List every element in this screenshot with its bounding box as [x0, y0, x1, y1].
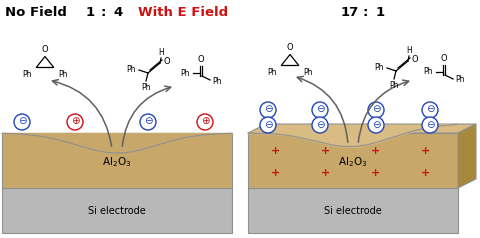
FancyBboxPatch shape [248, 133, 458, 188]
Text: ⊕: ⊕ [201, 116, 209, 127]
Text: ⊕: ⊕ [71, 116, 79, 127]
Text: 17: 17 [341, 6, 359, 19]
Circle shape [312, 102, 328, 118]
Text: O: O [42, 45, 48, 54]
Text: ⊖: ⊖ [264, 119, 272, 129]
Text: ⊖: ⊖ [144, 116, 152, 127]
Text: ⊖: ⊖ [316, 104, 324, 114]
FancyBboxPatch shape [2, 133, 232, 188]
Circle shape [368, 117, 384, 133]
Text: With E Field: With E Field [138, 6, 228, 19]
Text: O: O [164, 56, 170, 65]
Text: Ph: Ph [268, 68, 277, 77]
Text: +: + [372, 146, 381, 156]
Text: Al$_2$O$_3$: Al$_2$O$_3$ [102, 156, 132, 169]
Circle shape [197, 114, 213, 130]
Text: ⊖: ⊖ [426, 119, 434, 129]
Circle shape [312, 117, 328, 133]
Text: Ph: Ph [58, 70, 67, 79]
Text: H: H [406, 46, 412, 55]
Text: +: + [372, 168, 381, 178]
Circle shape [260, 102, 276, 118]
Circle shape [67, 114, 83, 130]
Text: Ph: Ph [423, 68, 433, 76]
Text: +: + [271, 146, 281, 156]
Text: No Field: No Field [5, 6, 67, 19]
Text: :: : [362, 6, 368, 19]
Text: 1: 1 [375, 6, 384, 19]
Text: ⊖: ⊖ [316, 119, 324, 129]
Circle shape [422, 117, 438, 133]
FancyBboxPatch shape [248, 188, 458, 233]
Text: O: O [198, 55, 204, 64]
Text: O: O [412, 55, 419, 64]
Text: Ph: Ph [303, 68, 312, 77]
Text: 1: 1 [85, 6, 95, 19]
FancyBboxPatch shape [2, 188, 232, 233]
Text: Ph: Ph [141, 83, 151, 92]
Text: ⊖: ⊖ [426, 104, 434, 114]
Text: +: + [421, 146, 431, 156]
Text: Ph: Ph [23, 70, 32, 79]
Circle shape [140, 114, 156, 130]
Text: Ph: Ph [455, 75, 465, 84]
Text: +: + [322, 168, 331, 178]
Text: 4: 4 [113, 6, 122, 19]
Text: ⊖: ⊖ [372, 119, 380, 129]
Text: H: H [158, 48, 164, 57]
Circle shape [14, 114, 30, 130]
Text: ⊖: ⊖ [372, 104, 380, 114]
Text: Si electrode: Si electrode [324, 205, 382, 215]
Text: Ph: Ph [212, 76, 221, 85]
Text: Ph: Ph [374, 63, 384, 71]
Text: Ph: Ph [127, 64, 136, 74]
Text: Ph: Ph [389, 81, 399, 90]
Text: Ph: Ph [180, 69, 190, 78]
Polygon shape [248, 124, 476, 133]
Text: +: + [421, 168, 431, 178]
Text: ⊖: ⊖ [18, 116, 26, 127]
Text: O: O [441, 54, 447, 63]
Text: ⊖: ⊖ [264, 104, 272, 114]
Text: :: : [100, 6, 106, 19]
Text: +: + [322, 146, 331, 156]
Circle shape [368, 102, 384, 118]
Text: Al$_2$O$_3$: Al$_2$O$_3$ [338, 156, 368, 169]
Circle shape [260, 117, 276, 133]
Circle shape [422, 102, 438, 118]
Text: Si electrode: Si electrode [88, 205, 146, 215]
Text: +: + [271, 168, 281, 178]
Polygon shape [458, 124, 476, 188]
Text: O: O [287, 43, 293, 52]
